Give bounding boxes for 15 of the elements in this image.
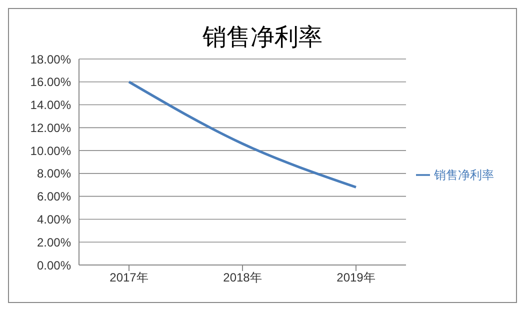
- y-tick-label: 8.00%: [36, 166, 72, 181]
- y-tick-label: 2.00%: [36, 235, 72, 250]
- x-tick-label: 2019年: [336, 270, 376, 285]
- y-tick-label: 4.00%: [36, 212, 72, 226]
- y-tick-label: 6.00%: [36, 190, 72, 204]
- y-tick-label: 0.00%: [36, 258, 72, 272]
- y-tick-label: 14.00%: [30, 98, 72, 112]
- x-tick-label: 2018年: [223, 270, 262, 285]
- chart-title: 销售净利率: [202, 23, 322, 51]
- y-tick-label: 16.00%: [30, 75, 72, 90]
- y-tick-label: 12.00%: [30, 120, 72, 135]
- y-tick-label: 18.00%: [30, 52, 72, 66]
- legend-label: 销售净利率: [434, 168, 494, 182]
- x-tick-label: 2017年: [110, 270, 148, 285]
- y-tick-label: 10.00%: [30, 144, 72, 158]
